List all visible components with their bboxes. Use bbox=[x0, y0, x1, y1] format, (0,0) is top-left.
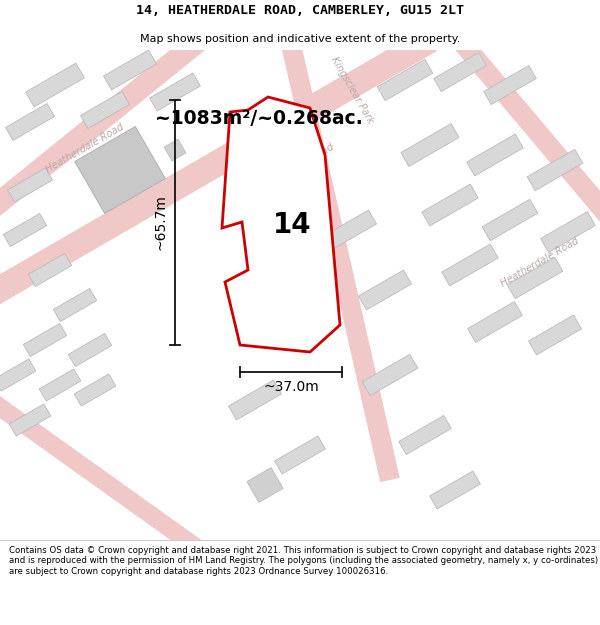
Text: Heatherdale Road: Heatherdale Road bbox=[254, 141, 336, 194]
Text: 14: 14 bbox=[272, 211, 311, 239]
Polygon shape bbox=[26, 63, 85, 107]
Text: ~1083m²/~0.268ac.: ~1083m²/~0.268ac. bbox=[155, 109, 363, 128]
Polygon shape bbox=[164, 139, 186, 161]
Polygon shape bbox=[377, 59, 433, 101]
Text: Kingsclear Park: Kingsclear Park bbox=[329, 55, 375, 125]
Polygon shape bbox=[280, 38, 400, 482]
Polygon shape bbox=[149, 73, 200, 111]
Polygon shape bbox=[323, 210, 377, 250]
Polygon shape bbox=[484, 66, 536, 104]
Polygon shape bbox=[0, 359, 36, 391]
Text: ~37.0m: ~37.0m bbox=[263, 380, 319, 394]
Polygon shape bbox=[430, 471, 481, 509]
Polygon shape bbox=[80, 91, 130, 129]
Polygon shape bbox=[434, 52, 486, 91]
Polygon shape bbox=[452, 34, 600, 236]
Polygon shape bbox=[7, 168, 53, 202]
Polygon shape bbox=[103, 50, 157, 90]
Polygon shape bbox=[482, 199, 538, 241]
Polygon shape bbox=[399, 416, 451, 454]
Polygon shape bbox=[275, 436, 325, 474]
Text: Map shows position and indicative extent of the property.: Map shows position and indicative extent… bbox=[140, 34, 460, 44]
Polygon shape bbox=[0, 31, 207, 219]
Text: ~65.7m: ~65.7m bbox=[154, 194, 168, 251]
Polygon shape bbox=[74, 126, 166, 214]
Polygon shape bbox=[527, 149, 583, 191]
Polygon shape bbox=[507, 258, 563, 299]
Polygon shape bbox=[39, 369, 81, 401]
Polygon shape bbox=[358, 270, 412, 310]
Polygon shape bbox=[541, 212, 595, 253]
Polygon shape bbox=[247, 468, 283, 502]
Polygon shape bbox=[53, 289, 97, 321]
Polygon shape bbox=[401, 124, 459, 166]
Polygon shape bbox=[68, 334, 112, 366]
Polygon shape bbox=[23, 324, 67, 356]
Polygon shape bbox=[74, 374, 116, 406]
Polygon shape bbox=[422, 184, 478, 226]
Polygon shape bbox=[9, 404, 51, 436]
Polygon shape bbox=[442, 244, 498, 286]
Polygon shape bbox=[229, 380, 281, 420]
Polygon shape bbox=[0, 392, 205, 558]
Text: 14, HEATHERDALE ROAD, CAMBERLEY, GU15 2LT: 14, HEATHERDALE ROAD, CAMBERLEY, GU15 2L… bbox=[136, 4, 464, 18]
Text: Contains OS data © Crown copyright and database right 2021. This information is : Contains OS data © Crown copyright and d… bbox=[9, 546, 598, 576]
Polygon shape bbox=[28, 254, 71, 286]
Polygon shape bbox=[362, 354, 418, 396]
Polygon shape bbox=[4, 214, 47, 246]
Polygon shape bbox=[529, 315, 581, 355]
Polygon shape bbox=[5, 104, 55, 141]
Polygon shape bbox=[467, 134, 523, 176]
Polygon shape bbox=[0, 29, 437, 306]
Polygon shape bbox=[222, 97, 340, 352]
Polygon shape bbox=[467, 302, 523, 343]
Text: Heatherdale Road: Heatherdale Road bbox=[44, 121, 126, 174]
Text: Heatherdale Road: Heatherdale Road bbox=[499, 236, 581, 289]
